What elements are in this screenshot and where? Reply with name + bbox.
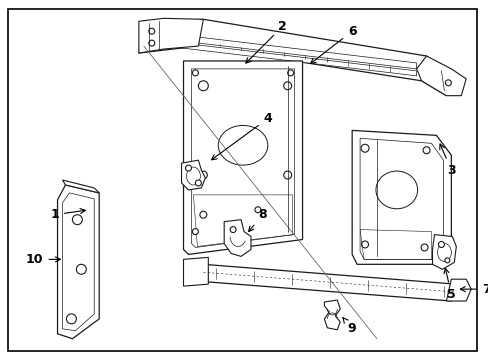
Polygon shape: [193, 264, 460, 301]
Circle shape: [185, 165, 191, 171]
Circle shape: [192, 70, 198, 76]
Circle shape: [438, 242, 444, 247]
Circle shape: [76, 264, 86, 274]
Text: 10: 10: [26, 253, 61, 266]
Text: 1: 1: [50, 208, 85, 221]
Text: 4: 4: [211, 112, 272, 160]
Circle shape: [361, 241, 368, 248]
Circle shape: [72, 215, 82, 225]
Text: 3: 3: [439, 144, 455, 177]
Polygon shape: [139, 18, 203, 53]
Polygon shape: [139, 19, 450, 96]
Text: 2: 2: [245, 20, 286, 63]
Text: 6: 6: [310, 25, 356, 63]
Text: 7: 7: [459, 283, 488, 296]
Text: 5: 5: [443, 268, 455, 301]
Polygon shape: [58, 185, 99, 339]
Polygon shape: [446, 279, 470, 301]
Polygon shape: [183, 257, 208, 286]
Circle shape: [200, 211, 206, 218]
Circle shape: [199, 171, 207, 179]
Circle shape: [283, 171, 291, 179]
Polygon shape: [224, 220, 250, 256]
Polygon shape: [148, 31, 416, 69]
Circle shape: [66, 314, 76, 324]
Ellipse shape: [437, 243, 450, 261]
Circle shape: [195, 180, 201, 186]
Circle shape: [420, 244, 427, 251]
Circle shape: [283, 82, 291, 90]
Circle shape: [360, 144, 368, 152]
Circle shape: [230, 227, 236, 233]
Text: 9: 9: [342, 318, 356, 335]
Circle shape: [445, 80, 450, 86]
Circle shape: [198, 81, 208, 91]
Polygon shape: [324, 300, 340, 330]
Polygon shape: [62, 180, 99, 193]
Circle shape: [148, 28, 154, 34]
Circle shape: [254, 207, 261, 213]
Circle shape: [422, 147, 429, 154]
Text: 8: 8: [248, 208, 266, 231]
Polygon shape: [181, 160, 205, 190]
Ellipse shape: [218, 125, 267, 165]
Circle shape: [287, 70, 293, 76]
Ellipse shape: [375, 171, 417, 209]
Ellipse shape: [186, 167, 200, 185]
Polygon shape: [148, 39, 416, 76]
Polygon shape: [351, 130, 450, 264]
Circle shape: [148, 40, 154, 46]
Polygon shape: [183, 61, 302, 255]
Polygon shape: [416, 56, 465, 96]
Polygon shape: [431, 235, 455, 269]
Circle shape: [444, 258, 449, 263]
Circle shape: [192, 229, 198, 235]
